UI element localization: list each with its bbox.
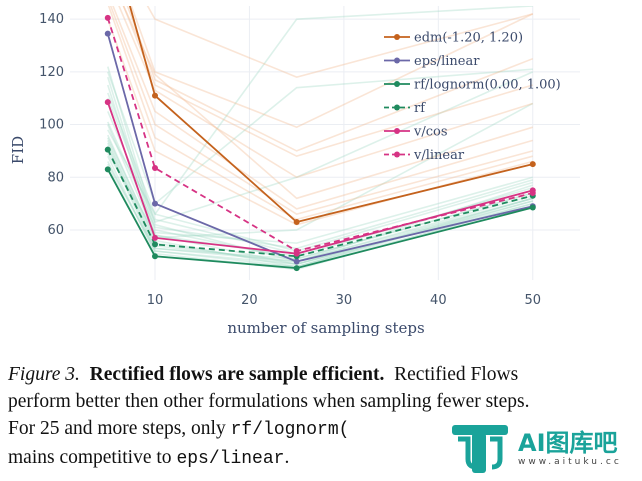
background-run-line: [107, 71, 534, 224]
caption-text: .: [284, 447, 290, 468]
legend-marker: [394, 34, 400, 40]
background-run-line: [107, 147, 533, 268]
background-run-line: [107, 161, 533, 266]
background-run-line: [107, 142, 533, 263]
legend-marker: [394, 128, 400, 134]
caption-text: mains competitive to: [8, 447, 177, 468]
legend-label: v/linear: [413, 148, 465, 163]
figure-caption: Figure 3. Rectified flows are sample eff…: [8, 361, 636, 473]
series-line: [106, 33, 533, 263]
caption-line-2: perform better then other formulations w…: [8, 391, 530, 412]
data-point: [529, 161, 536, 168]
data-point: [104, 166, 111, 173]
data-point: [152, 234, 158, 241]
background-run-line: [118, 6, 534, 179]
y-tick-label: 100: [39, 118, 64, 133]
caption-text: For 25 and more steps, only: [8, 418, 231, 439]
y-tick-labels: 60 80 100 120 140: [39, 12, 64, 238]
legend-label: eps/linear: [414, 54, 480, 69]
background-run-line: [107, 102, 534, 239]
fid-chart: 10 20 30 40 50 60 80 100 120 140 number of sampl…: [9, 6, 580, 337]
data-point: [529, 204, 536, 211]
background-run-line: [107, 153, 533, 244]
caption-text: Rectified Flows: [394, 364, 519, 385]
data-point: [152, 200, 158, 207]
legend-label: rf/lognorm(0.00, 1.00): [414, 78, 561, 93]
background-run-line: [107, 6, 533, 221]
watermark-url: www.aituku.cc: [518, 457, 622, 467]
series-line: [106, 149, 534, 258]
x-tick-label: 30: [336, 293, 353, 308]
caption-line-1: Figure 3. Rectified flows are sample eff…: [8, 361, 636, 388]
legend-label: edm(-1.20, 1.20): [414, 31, 523, 46]
data-point: [152, 92, 158, 99]
legend-label: rf: [414, 101, 426, 116]
series-lines: [104, 6, 536, 272]
legend-marker: [394, 151, 400, 158]
grid: [70, 6, 580, 280]
caption-line-4: mains competitive to eps/linear.: [8, 444, 636, 473]
background-run-line: [112, 6, 534, 210]
background-run-line: [107, 140, 533, 266]
data-point: [104, 146, 111, 153]
legend-marker: [394, 57, 400, 64]
watermark-logo-icon: [452, 425, 508, 473]
legend-marker: [394, 81, 400, 87]
y-tick-label: 140: [39, 12, 64, 27]
y-tick-label: 120: [39, 65, 64, 80]
x-axis-label: number of sampling steps: [227, 319, 424, 337]
data-point: [104, 99, 111, 106]
data-point: [152, 241, 158, 248]
background-run-line: [107, 68, 533, 205]
background-run-line: [130, 6, 534, 129]
caption-code: rf/lognorm(: [230, 420, 350, 440]
background-run-line: [107, 121, 534, 250]
legend: edm(-1.20, 1.20) eps/linear rf/lognorm(0.0…: [384, 31, 561, 163]
series-line: [128, 6, 533, 224]
x-tick-label: 50: [525, 293, 542, 308]
x-tick-label: 20: [241, 293, 258, 308]
x-tick-labels: 10 20 30 40 50: [147, 293, 541, 308]
data-point: [293, 219, 300, 226]
caption-line-3: For 25 and more steps, only rf/lognorm(: [8, 415, 636, 444]
legend-label: v/cos: [413, 125, 448, 140]
watermark-text: AI图库吧: [518, 429, 618, 457]
background-run-line: [107, 163, 534, 263]
y-tick-label: 60: [47, 223, 64, 238]
data-point: [104, 14, 111, 21]
watermark: AI图库吧 www.aituku.cc: [448, 421, 642, 479]
background-run-line: [107, 66, 533, 263]
data-point: [104, 30, 111, 37]
caption-code: eps/linear: [176, 449, 285, 469]
figure-label: Figure 3.: [8, 364, 80, 385]
legend-marker: [394, 104, 400, 111]
y-tick-label: 80: [47, 170, 64, 185]
x-tick-label: 40: [430, 293, 447, 308]
data-point: [293, 248, 300, 255]
data-point: [152, 165, 158, 172]
background-run-line: [126, 6, 534, 152]
background-run-line: [109, 6, 533, 215]
series-line: [106, 17, 533, 252]
y-axis-label: FID: [9, 136, 27, 164]
background-run-line: [146, 6, 533, 78]
caption-bold-title: Rectified flows are sample efficient.: [89, 364, 385, 385]
data-point: [293, 258, 300, 265]
x-tick-label: 10: [147, 293, 164, 308]
background-run-line: [122, 6, 534, 200]
data-point: [152, 253, 158, 260]
data-point: [529, 190, 536, 197]
background-run-line: [107, 76, 533, 260]
data-point: [293, 265, 300, 272]
background-run-line: [122, 6, 534, 158]
series-line: [106, 168, 534, 270]
